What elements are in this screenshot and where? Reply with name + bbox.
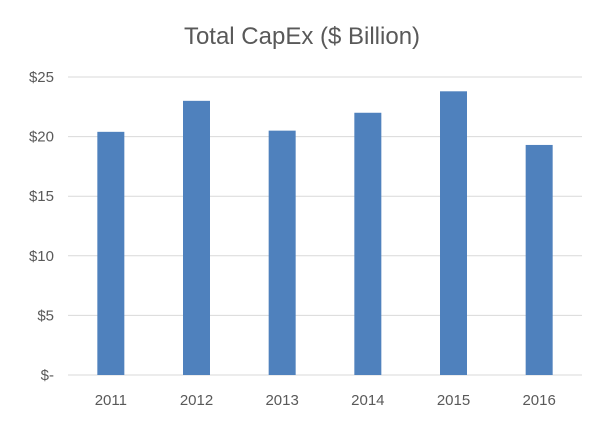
x-axis-tick-labels: 2011 2012 2013 2014 2015 2016 xyxy=(95,392,556,409)
bar-2012 xyxy=(183,100,210,375)
bar-2014 xyxy=(354,112,382,375)
bar-2016 xyxy=(525,144,553,375)
y-tick-label: $25 xyxy=(29,69,54,86)
chart-title: Total CapEx ($ Billion) xyxy=(184,23,420,50)
x-tick-label: 2011 xyxy=(95,392,127,409)
y-tick-label: $15 xyxy=(29,188,54,205)
x-tick-label: 2016 xyxy=(522,392,555,409)
gridlines xyxy=(68,76,582,376)
bar-2015 xyxy=(440,91,467,375)
y-tick-label: $20 xyxy=(29,129,54,146)
y-tick-label: $10 xyxy=(29,248,54,265)
x-tick-label: 2015 xyxy=(437,392,470,409)
y-axis-tick-labels: $- $5 $10 $15 $20 $25 xyxy=(29,69,54,384)
x-tick-label: 2013 xyxy=(265,392,298,409)
x-tick-label: 2014 xyxy=(351,392,384,409)
x-tick-label: 2012 xyxy=(180,392,213,409)
bar-2013 xyxy=(268,130,296,375)
y-tick-label: $5 xyxy=(37,307,54,324)
bar-2011 xyxy=(97,131,125,375)
bars xyxy=(97,91,553,375)
y-tick-label: $- xyxy=(41,367,54,384)
